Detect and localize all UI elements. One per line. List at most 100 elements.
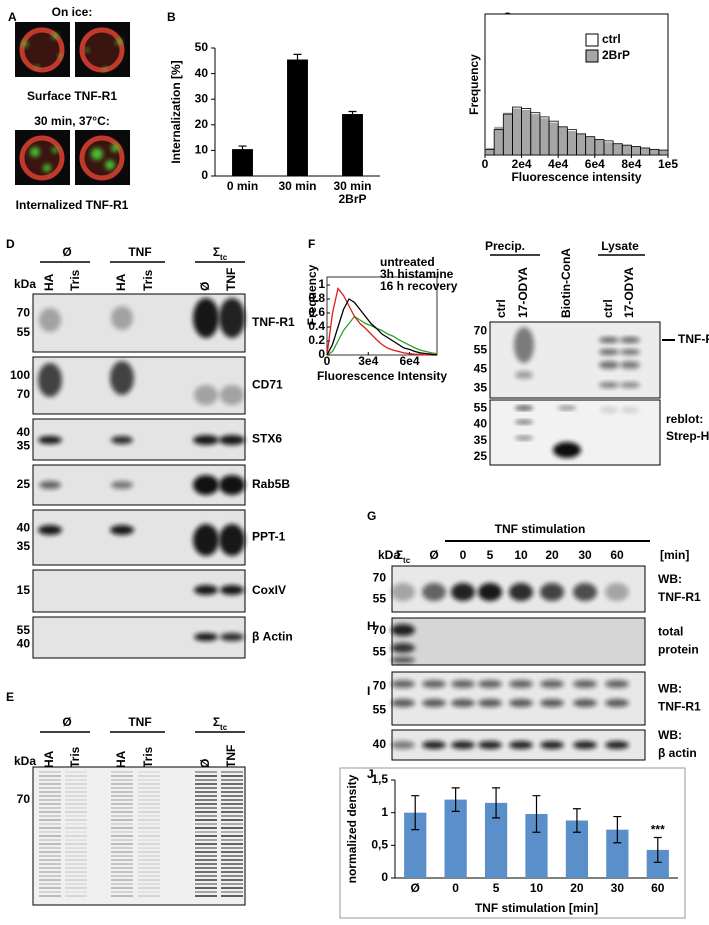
green-spot xyxy=(52,147,58,153)
x-tick-holder: 5 xyxy=(493,882,500,895)
band xyxy=(509,699,533,707)
panel-a-title: On ice: xyxy=(52,5,93,19)
x-tick-label: 1e5 xyxy=(658,157,678,171)
y-axis-label: normalized density xyxy=(345,774,359,883)
x-tick-holder: 0 min xyxy=(227,180,258,193)
marker-label: 70 xyxy=(17,792,31,806)
legend-label: 16 h recovery xyxy=(380,279,458,293)
marker-label: 70 xyxy=(17,387,31,401)
y-axis-label: Frequency xyxy=(305,264,319,325)
marker-label: 40 xyxy=(17,521,31,535)
band xyxy=(193,475,219,495)
panel-label: E xyxy=(6,690,14,704)
group-label: Ø xyxy=(62,245,71,259)
green-spot xyxy=(85,48,89,52)
x-tick-label: 30 xyxy=(610,882,625,895)
marker-label: 35 xyxy=(17,439,31,453)
band xyxy=(620,361,640,369)
blot-label: reblot: xyxy=(666,412,703,426)
x-tick-label: 30 min 2BrP xyxy=(333,180,372,206)
blot-label: protein xyxy=(658,643,699,657)
y-tick-label: 50 xyxy=(195,40,209,54)
lane-label: Tris xyxy=(141,746,155,768)
group-label-subscript: tc xyxy=(220,723,228,732)
band xyxy=(478,583,502,601)
band xyxy=(515,406,533,410)
band xyxy=(600,407,618,413)
line-series xyxy=(326,287,437,356)
band xyxy=(39,481,61,489)
lane-label: ctrl xyxy=(494,299,508,318)
panel-a-title: 30 min, 37°C: xyxy=(34,114,110,128)
group-label: TNF stimulation xyxy=(495,522,586,536)
bar xyxy=(404,812,427,878)
band xyxy=(391,657,415,663)
x-tick-label: 30 min xyxy=(278,180,317,193)
band xyxy=(422,741,446,749)
unit-label: kDa xyxy=(14,754,36,768)
group-label-symbol: Σ xyxy=(213,245,220,259)
lane-label: Biotin-ConA xyxy=(559,248,573,318)
band xyxy=(220,385,244,405)
histogram-bar xyxy=(530,114,540,155)
marker-label: 55 xyxy=(474,400,488,414)
error-bar xyxy=(653,836,662,863)
histogram-bar xyxy=(603,142,614,155)
x-tick-label: 4e4 xyxy=(548,157,568,171)
band xyxy=(478,680,502,688)
marker-label: 55 xyxy=(17,325,31,339)
lane-label: Tris xyxy=(68,269,82,291)
bar xyxy=(342,114,363,176)
lane-label: 30 xyxy=(578,548,592,562)
histogram-bar xyxy=(658,150,668,155)
band xyxy=(620,337,640,343)
lane-label: Tris xyxy=(68,746,82,768)
histogram-bar xyxy=(558,126,568,155)
line-series xyxy=(326,298,438,356)
blot-label: Rab5B xyxy=(252,477,290,491)
blot xyxy=(391,671,646,726)
band xyxy=(110,361,134,395)
chart-frame xyxy=(339,767,686,919)
lane-label: Ø xyxy=(198,759,212,768)
green-spot xyxy=(52,33,58,39)
panel-label: J xyxy=(367,767,374,781)
y-tick-label: 0,5 xyxy=(371,838,388,852)
band xyxy=(219,475,245,495)
y-axis-label: Frequency xyxy=(467,54,481,115)
panel-label: B xyxy=(167,10,176,24)
panel-label: G xyxy=(367,509,376,523)
band xyxy=(605,680,629,688)
x-tick-label: 8e4 xyxy=(621,157,641,171)
histogram-bar xyxy=(649,149,659,155)
green-spot xyxy=(58,54,62,58)
band xyxy=(573,583,597,601)
x-tick-label: 10 xyxy=(529,882,544,895)
cell-outline xyxy=(19,27,65,73)
lane-label: Ø xyxy=(198,282,212,291)
histogram-bar xyxy=(594,139,604,155)
x-tick-holder: 20 xyxy=(570,882,583,895)
lane-label: HA xyxy=(42,750,56,768)
band xyxy=(111,481,133,489)
panel-label: F xyxy=(308,237,315,251)
band xyxy=(540,680,564,688)
lane-label: 10 xyxy=(514,548,528,562)
green-spot xyxy=(43,164,51,172)
band xyxy=(540,583,564,601)
band xyxy=(509,741,533,749)
blot-label: β actin xyxy=(658,746,697,760)
y-tick-label: 20 xyxy=(195,117,209,131)
legend-label: 2BrP xyxy=(602,48,630,62)
band xyxy=(220,633,244,641)
unit-label: kDa xyxy=(378,548,400,562)
lane-label-symbol: Σ xyxy=(396,548,403,562)
green-spot xyxy=(35,65,39,69)
band xyxy=(391,583,415,601)
y-axis-label: Internalization [%] xyxy=(169,60,183,163)
band xyxy=(573,680,597,688)
x-tick-holder: 10 xyxy=(529,882,544,895)
y-tick-label: 10 xyxy=(195,143,209,157)
blot-label: TNF-R1 xyxy=(658,700,701,714)
